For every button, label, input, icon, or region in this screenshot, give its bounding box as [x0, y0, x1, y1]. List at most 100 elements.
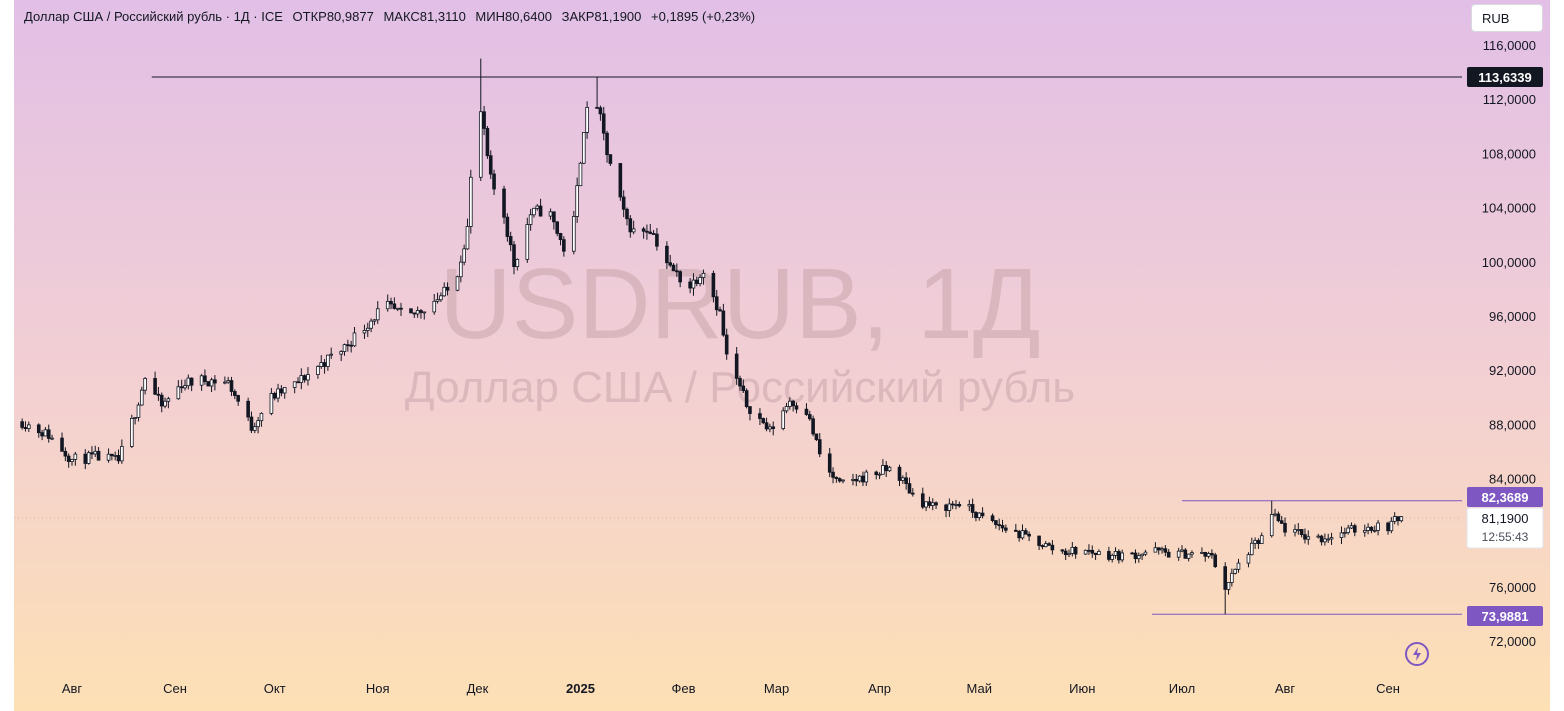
candle-body [1083, 549, 1088, 555]
candle [997, 518, 1002, 531]
candle-body [419, 310, 423, 313]
currency-button[interactable]: RUB [1471, 4, 1543, 32]
candle [631, 220, 636, 235]
candle [851, 473, 855, 486]
candle [1083, 549, 1088, 555]
lightning-icon[interactable] [1404, 641, 1430, 667]
candle [372, 319, 377, 326]
candle-body [1230, 572, 1234, 583]
candle [1362, 524, 1367, 537]
candle-body [352, 332, 357, 347]
candle [665, 241, 669, 270]
candle [326, 354, 330, 371]
candle-body [668, 262, 672, 266]
candle [714, 289, 719, 316]
candle-body [50, 437, 54, 440]
candle-body [365, 327, 370, 331]
close-value: ЗАКР81,1900 [562, 9, 642, 24]
candle [389, 297, 393, 310]
candle [66, 453, 71, 468]
candle [1303, 528, 1307, 544]
candle-body [223, 381, 227, 384]
candle-body [628, 218, 633, 233]
candle [1004, 524, 1008, 534]
price-axis[interactable]: 116,0000 112,0000 108,0000 104,0000 100,0000… [1482, 38, 1536, 649]
candle [698, 274, 702, 287]
candle [392, 297, 397, 310]
candle-body [1293, 529, 1297, 533]
horizontal-lines[interactable] [151, 76, 1462, 615]
candle-body [532, 207, 536, 216]
candle [445, 282, 450, 296]
candle-body [1200, 552, 1204, 554]
candle [1353, 523, 1357, 537]
candle-body [841, 479, 845, 482]
candle [422, 311, 427, 320]
candle-body [1117, 551, 1121, 561]
candle-body [1087, 549, 1091, 552]
candle [186, 374, 191, 390]
candle-body [316, 366, 320, 375]
x-tick-label: Ноя [366, 681, 390, 696]
time-axis[interactable]: Авг Сен Окт Ноя Дек 2025 Фев Мар Апр Май Июн Июл Авг… [62, 681, 1400, 696]
candle-body [764, 422, 769, 430]
candle-body [864, 471, 869, 483]
candle [1037, 535, 1041, 551]
candle [854, 474, 859, 487]
candle-body [761, 418, 766, 424]
candle [139, 386, 144, 406]
candle [1223, 562, 1227, 615]
candle-body [1273, 513, 1277, 516]
candle [282, 387, 287, 399]
candle [1073, 545, 1078, 559]
candle [153, 371, 157, 395]
candle [292, 381, 297, 394]
candle [1299, 529, 1304, 538]
watermark-ticker: USDRUB, 1Д [439, 248, 1040, 360]
candle-body [166, 398, 171, 402]
candle-body [581, 132, 586, 164]
candle-body [372, 319, 377, 322]
candle-body [967, 504, 972, 507]
candle-body [468, 176, 473, 227]
candle-body [907, 483, 912, 494]
candle [1233, 568, 1237, 575]
candle [1110, 553, 1115, 563]
candle-body [1256, 540, 1261, 544]
candle-body [874, 471, 879, 475]
candle [159, 392, 164, 413]
candle-body [994, 520, 998, 525]
candle-body [814, 433, 819, 441]
candle [648, 223, 653, 235]
candle-body [934, 502, 938, 506]
candle [970, 498, 975, 518]
candle-body [302, 375, 307, 381]
candle [1136, 552, 1141, 563]
candle [93, 445, 98, 457]
candle [226, 376, 230, 384]
candle [701, 269, 706, 285]
candle-body [136, 404, 141, 418]
candle-body [1210, 553, 1214, 556]
candle [784, 402, 789, 414]
candle [70, 458, 74, 466]
candle-body [1343, 532, 1347, 534]
candle-body [558, 233, 563, 241]
candle-body [1107, 551, 1111, 560]
candle-body [804, 408, 809, 415]
candle [535, 204, 540, 211]
candle [944, 503, 948, 518]
candle [1050, 540, 1055, 555]
candle [468, 169, 473, 234]
candle [459, 255, 463, 283]
candle-body [601, 113, 606, 134]
candle-body [40, 432, 44, 437]
x-tick-label: Авг [1275, 681, 1296, 696]
candle-body [369, 320, 373, 329]
candle [901, 475, 905, 484]
candle [1269, 500, 1274, 538]
candle [930, 498, 935, 511]
candle [1093, 552, 1098, 560]
